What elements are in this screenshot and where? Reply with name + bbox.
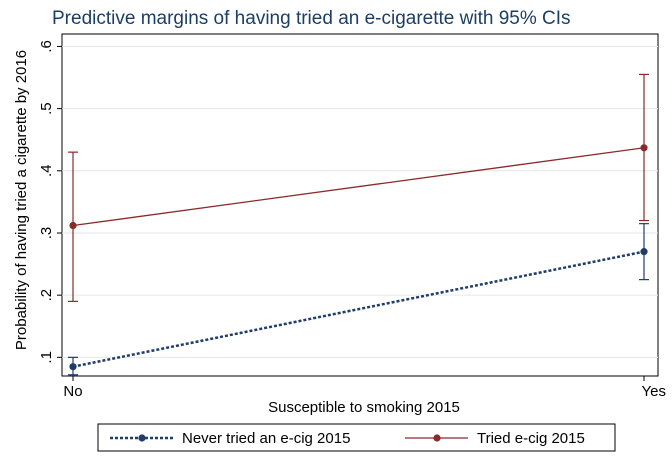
x-tick-label: Yes [642,383,666,400]
legend-marker [138,434,146,442]
y-tick-label: .2 [38,289,55,302]
legend-label: Tried e-cig 2015 [477,430,585,447]
y-axis-label: Probability of having tried a cigarette … [13,50,30,350]
plot-frame [61,33,659,377]
y-tick-label: .1 [38,351,55,364]
y-tick-label: .3 [38,227,55,240]
legend-label: Never tried an e-cig 2015 [182,430,350,447]
y-tick-label: .5 [38,102,55,115]
series-line [72,250,645,368]
series-line [72,147,645,227]
legend: Never tried an e-cig 2015 Tried e-cig 201… [97,423,616,452]
legend-box [97,423,616,452]
data-point [69,221,77,230]
x-axis-label: Susceptible to smoking 2015 [268,399,460,416]
data-point [69,363,77,371]
data-point [640,144,648,152]
x-tick-label: No [63,383,82,400]
legend-marker [433,434,441,442]
data-point [640,248,648,256]
y-tick-label: .4 [38,165,55,178]
y-tick-label: .6 [38,40,55,53]
plot-area: .1 .2 .3 .4 .5 .6 No Yes [38,33,666,400]
chart-title: Predictive margins of having tried an e-… [52,8,571,29]
